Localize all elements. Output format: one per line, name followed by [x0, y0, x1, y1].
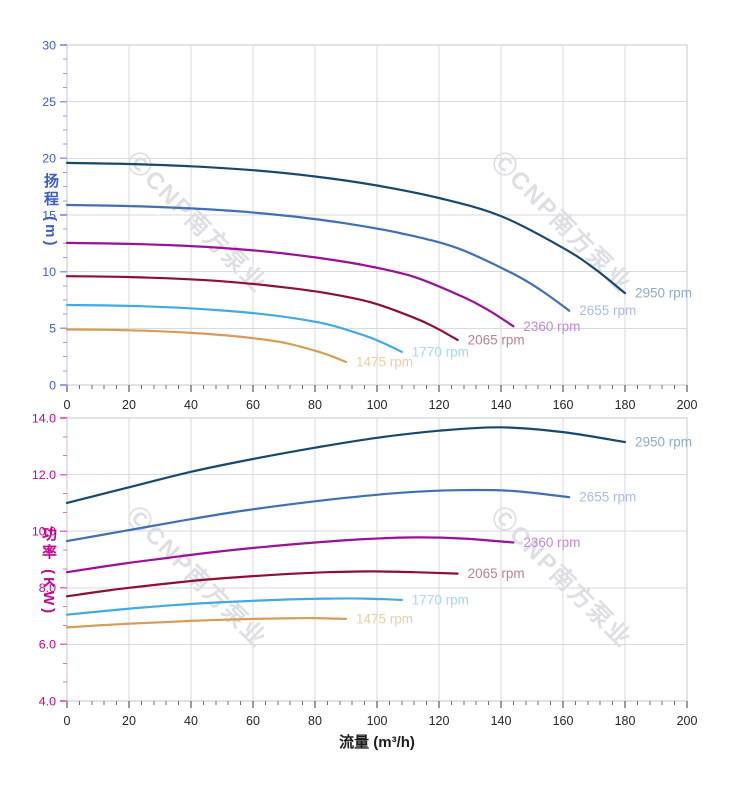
x-tick-label: 0 — [64, 714, 71, 728]
x-tick-label: 100 — [367, 398, 388, 412]
curve-label-1475-rpm: 1475 rpm — [356, 611, 413, 626]
y-tick-label: 25 — [42, 95, 56, 109]
curve-2360-rpm — [65, 241, 515, 328]
curve-2065-rpm — [65, 275, 459, 342]
y-tick-label: 6.0 — [39, 638, 56, 652]
x-tick-label: 160 — [553, 398, 574, 412]
curve-1475-rpm — [65, 616, 348, 629]
curve-2655-rpm — [65, 488, 571, 543]
curve-label-2950-rpm: 2950 rpm — [635, 435, 692, 450]
curve-2950-rpm — [65, 426, 627, 504]
x-tick-label: 140 — [491, 714, 512, 728]
x-tick-label: 200 — [677, 398, 698, 412]
x-tick-label: 120 — [429, 398, 450, 412]
curve-2065-rpm — [65, 570, 459, 598]
x-tick-label: 60 — [246, 398, 260, 412]
x-tick-label: 80 — [308, 398, 322, 412]
curve-label-2065-rpm: 2065 rpm — [468, 566, 525, 581]
curve-2655-rpm — [65, 203, 571, 312]
curve-2360-rpm — [65, 536, 515, 574]
curve-label-2360-rpm: 2360 rpm — [523, 535, 580, 550]
x-tick-label: 0 — [64, 398, 71, 412]
y-tick-label: 30 — [42, 38, 56, 52]
y-tick-label: 0 — [49, 378, 56, 392]
x-tick-label: 40 — [184, 398, 198, 412]
x-tick-label: 180 — [615, 398, 636, 412]
curve-label-2655-rpm: 2655 rpm — [579, 303, 636, 318]
x-tick-label: 180 — [615, 714, 636, 728]
curve-2950-rpm — [65, 161, 627, 295]
y-tick-label: 5 — [49, 322, 56, 336]
y-tick-label: 4.0 — [39, 694, 56, 708]
x-tick-label: 20 — [122, 714, 136, 728]
curve-1770-rpm — [65, 303, 403, 353]
curve-1770-rpm — [65, 597, 403, 616]
curve-label-2360-rpm: 2360 rpm — [523, 319, 580, 334]
x-tick-label: 120 — [429, 714, 450, 728]
x-tick-label: 60 — [246, 714, 260, 728]
curve-label-1475-rpm: 1475 rpm — [356, 354, 413, 369]
x-tick-label: 200 — [677, 714, 698, 728]
curve-label-1770-rpm: 1770 rpm — [412, 592, 469, 607]
curve-1475-rpm — [65, 328, 348, 364]
y-tick-label: 10.0 — [32, 525, 56, 539]
y-tick-label: 8.0 — [39, 581, 56, 595]
curve-label-2655-rpm: 2655 rpm — [579, 490, 636, 505]
curve-label-2950-rpm: 2950 rpm — [635, 286, 692, 301]
x-tick-label: 20 — [122, 398, 136, 412]
x-axis-title: 流量 (m³/h) — [339, 733, 415, 751]
y-tick-label: 20 — [42, 152, 56, 166]
head-axis-title: 扬程 (m) — [42, 173, 59, 249]
y-tick-label: 15 — [42, 208, 56, 222]
x-tick-label: 140 — [491, 398, 512, 412]
curve-label-1770-rpm: 1770 rpm — [412, 344, 469, 359]
curve-label-2065-rpm: 2065 rpm — [468, 333, 525, 348]
x-tick-label: 160 — [553, 714, 574, 728]
y-tick-label: 14.0 — [32, 411, 56, 425]
x-tick-label: 40 — [184, 714, 198, 728]
y-tick-label: 12.0 — [32, 468, 56, 482]
x-tick-label: 80 — [308, 714, 322, 728]
x-tick-label: 100 — [367, 714, 388, 728]
power-axis-title: 功率 (KW) — [40, 526, 57, 617]
y-tick-label: 10 — [42, 265, 56, 279]
